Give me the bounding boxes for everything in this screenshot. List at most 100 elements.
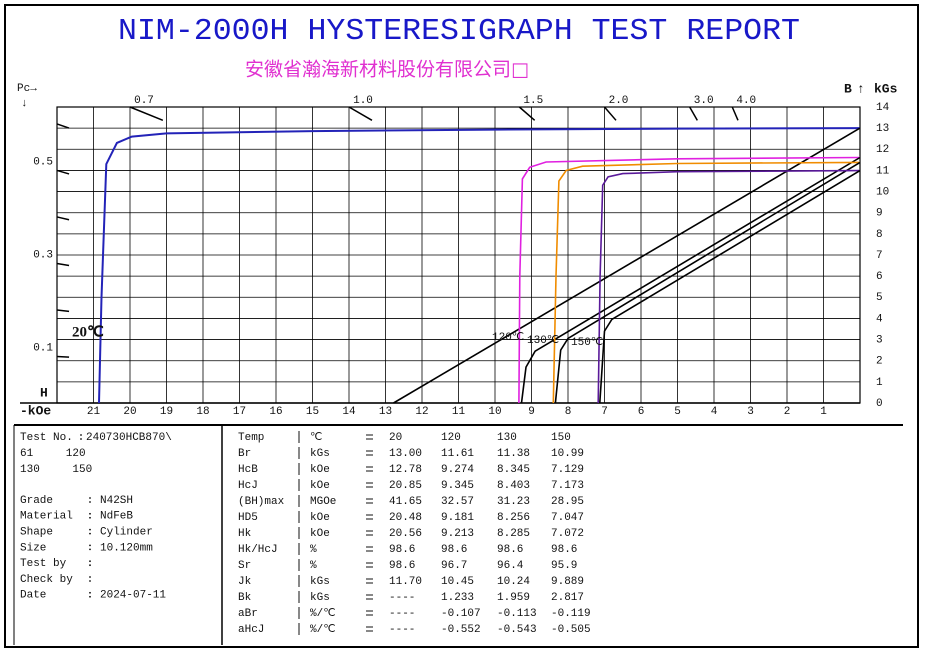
table-cell: %/℃ [310, 624, 336, 636]
table-cell: ---- [389, 608, 415, 620]
table-cell: (BH)max [238, 496, 285, 508]
x-tick-label: 2 [784, 406, 791, 418]
y-tick-label: 4 [876, 313, 883, 325]
y-tick-label: 14 [876, 102, 890, 114]
table-cell: Bk [238, 592, 252, 604]
table-cell: aHcJ [238, 624, 264, 636]
info-colon [89, 564, 91, 567]
pc-tick-label: 2.0 [609, 95, 629, 107]
pc-tick [603, 106, 617, 121]
table-cell: 96.7 [441, 560, 467, 572]
table-cell: Jk [238, 576, 252, 588]
table-cell: 98.6 [497, 544, 523, 556]
pc-label: Pc→ [17, 83, 37, 95]
info-value: 130 150 [20, 464, 92, 476]
pc-tick-label: 1.5 [523, 95, 543, 107]
x-tick-label: 11 [452, 406, 466, 418]
table-cell: 20.56 [389, 528, 422, 540]
info-colon [89, 548, 91, 551]
table-cell: 10.99 [551, 448, 584, 460]
x-unit: -kOe [20, 403, 51, 418]
info-value: Cylinder [100, 527, 153, 539]
x-tick-label: 19 [160, 406, 173, 418]
x-tick-label: 10 [488, 406, 501, 418]
x-tick-label: 17 [233, 406, 246, 418]
table-cell: 11.70 [389, 576, 422, 588]
table-cell: 12.78 [389, 464, 422, 476]
table-cell: Sr [238, 560, 251, 572]
y-tick-label: 7 [876, 250, 883, 262]
x-tick-label: 8 [565, 406, 572, 418]
table-cell: 31.23 [497, 496, 530, 508]
x-label: H [40, 385, 48, 400]
table-cell: HcB [238, 464, 258, 476]
x-tick-label: 16 [269, 406, 282, 418]
info-colon [89, 591, 91, 594]
table-cell: 9.181 [441, 512, 474, 524]
table-cell: 8.256 [497, 512, 530, 524]
info-value: 240730HCB870\ [86, 432, 172, 444]
table-cell: 10.24 [497, 576, 530, 588]
table-cell: Temp [238, 432, 264, 444]
table-cell: 150 [551, 432, 571, 444]
info-colon [89, 580, 91, 582]
pc-tick [56, 169, 70, 175]
table-cell: 7.173 [551, 480, 584, 492]
info-value: 61 120 [20, 448, 86, 460]
table-cell: Hk/HcJ [238, 544, 278, 556]
info-value: NdFeB [100, 511, 133, 523]
table-cell: kGs [310, 576, 330, 588]
info-colon [80, 438, 82, 440]
curve [98, 127, 861, 404]
x-tick-label: 4 [711, 406, 718, 418]
x-tick-label: 14 [342, 406, 356, 418]
curve [393, 127, 861, 404]
pc-tick-label: 3.0 [694, 95, 714, 107]
table-cell: HcJ [238, 480, 258, 492]
y-tick-label: 6 [876, 271, 883, 283]
info-colon [89, 544, 91, 547]
table-cell: 9.345 [441, 480, 474, 492]
x-tick-label: 15 [306, 406, 319, 418]
table-cell: kGs [310, 592, 330, 604]
table-cell: 20.48 [389, 512, 422, 524]
pc-tick-label: 0.5 [33, 156, 53, 168]
x-tick-label: 18 [196, 406, 209, 418]
y-tick-label: 2 [876, 356, 883, 368]
table-cell: -0.113 [497, 608, 537, 620]
pc-tick [56, 216, 70, 221]
info-label: Test by [20, 558, 67, 570]
info-label: Date [20, 590, 46, 602]
y-tick-label: 12 [876, 144, 889, 156]
table-cell: 130 [497, 432, 517, 444]
info-colon [89, 512, 91, 515]
table-cell: 13.00 [389, 448, 422, 460]
x-tick-label: 3 [747, 406, 754, 418]
table-cell: -0.107 [441, 608, 481, 620]
table-cell: 20 [389, 432, 402, 444]
table-cell: 7.072 [551, 528, 584, 540]
table-cell: 7.047 [551, 512, 584, 524]
curve [552, 161, 861, 404]
table-cell: 2.817 [551, 592, 584, 604]
y-tick-label: 13 [876, 123, 889, 135]
y-tick-label: 1 [876, 377, 883, 389]
pc-tick-label: 4.0 [736, 95, 756, 107]
table-cell: 41.65 [389, 496, 422, 508]
table-cell: ---- [389, 592, 415, 604]
pc-tick-label: 1.0 [353, 95, 373, 107]
y-tick-label: 3 [876, 334, 883, 346]
table-cell: 9.889 [551, 576, 584, 588]
curve [518, 156, 861, 404]
pc-tick [731, 106, 739, 121]
curve [599, 169, 861, 404]
curve-label: 130℃ [527, 335, 559, 347]
info-label: Check by [20, 574, 73, 586]
table-cell: 32.57 [441, 496, 474, 508]
y-tick-label: 11 [876, 165, 890, 177]
y-tick-label: 9 [876, 208, 883, 220]
table-cell: 11.61 [441, 448, 474, 460]
x-tick-label: 5 [674, 406, 681, 418]
y-arrow: ↑ [857, 81, 865, 96]
